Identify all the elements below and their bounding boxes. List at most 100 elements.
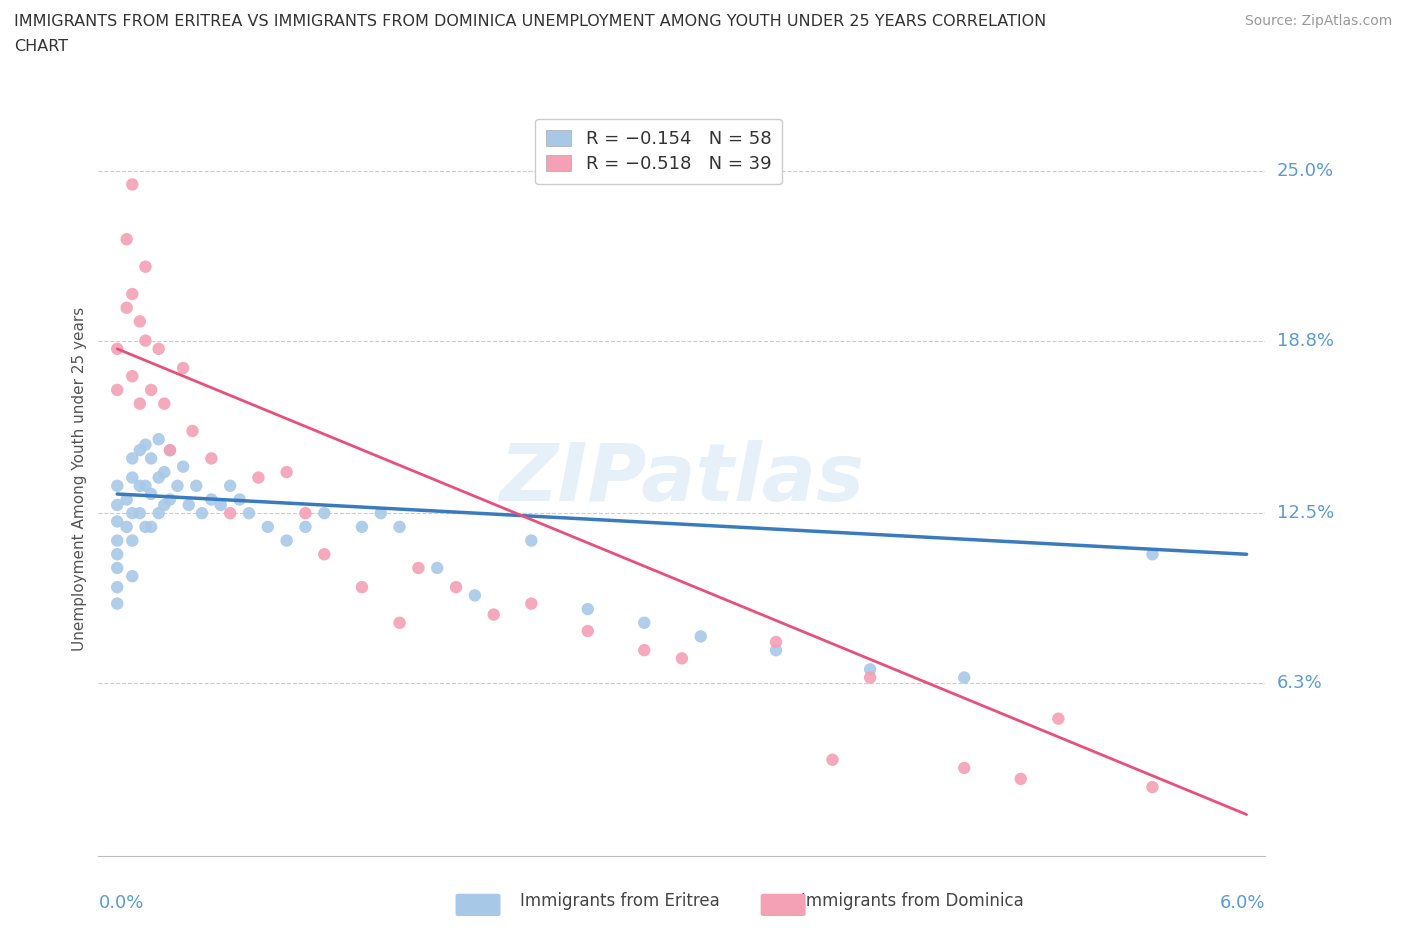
Point (350, 579, 373, 594)
Point (139, 382, 162, 397)
Point (105, 561, 128, 576)
Point (159, 443, 181, 458)
Point (388, 616, 411, 631)
Point (689, 629, 711, 644)
Point (121, 369, 143, 384)
Point (134, 333, 156, 348)
Point (238, 506, 260, 521)
Point (153, 396, 176, 411)
Point (105, 341, 128, 356)
Text: 18.8%: 18.8% (1277, 332, 1333, 350)
Point (105, 547, 128, 562)
Point (172, 459, 194, 474)
Text: 6.3%: 6.3% (1277, 674, 1322, 692)
Point (765, 643, 787, 658)
Point (186, 478, 208, 493)
Point (444, 579, 467, 594)
Point (209, 498, 232, 512)
Point (426, 561, 449, 576)
Point (115, 300, 138, 315)
Point (105, 498, 128, 512)
Point (177, 498, 200, 512)
Point (314, 506, 336, 521)
Point (219, 506, 242, 521)
Point (482, 607, 505, 622)
Point (520, 596, 543, 611)
Legend: R = −0.154   N = 58, R = −0.518   N = 39: R = −0.154 N = 58, R = −0.518 N = 39 (536, 119, 782, 184)
Text: 0.0%: 0.0% (98, 895, 143, 912)
Text: ZIPatlas: ZIPatlas (499, 440, 865, 518)
Point (228, 492, 250, 507)
Point (276, 533, 298, 548)
Point (464, 588, 486, 603)
Point (105, 514, 128, 529)
Point (105, 579, 128, 594)
Point (159, 492, 181, 507)
Point (200, 451, 222, 466)
Point (148, 506, 170, 521)
Y-axis label: Unemployment Among Youth under 25 years: Unemployment Among Youth under 25 years (72, 307, 87, 651)
Point (128, 314, 150, 329)
Point (671, 651, 693, 666)
Point (121, 569, 143, 584)
Point (121, 506, 143, 521)
Point (859, 662, 882, 677)
Text: Immigrants from Dominica: Immigrants from Dominica (801, 892, 1024, 910)
Point (128, 443, 150, 458)
Point (153, 498, 176, 512)
Point (953, 671, 976, 685)
Point (153, 465, 176, 480)
Point (159, 443, 181, 458)
Text: 25.0%: 25.0% (1277, 162, 1334, 179)
Point (166, 478, 188, 493)
Point (1142, 547, 1164, 562)
Point (247, 471, 270, 485)
Text: CHART: CHART (14, 39, 67, 54)
Point (1047, 711, 1070, 726)
Text: IMMIGRANTS FROM ERITREA VS IMMIGRANTS FROM DOMINICA UNEMPLOYMENT AMONG YOUTH UND: IMMIGRANTS FROM ERITREA VS IMMIGRANTS FR… (14, 14, 1046, 29)
Point (121, 533, 143, 548)
Point (314, 547, 336, 562)
Point (148, 471, 170, 485)
Point (200, 492, 222, 507)
Point (191, 506, 214, 521)
Point (172, 361, 194, 376)
Point (350, 520, 373, 535)
Point (576, 602, 599, 617)
Point (128, 396, 150, 411)
Point (139, 486, 162, 501)
Point (388, 520, 411, 535)
Point (256, 520, 278, 535)
Text: 12.5%: 12.5% (1277, 504, 1334, 522)
Point (115, 232, 138, 246)
Point (115, 492, 138, 507)
Point (408, 561, 430, 576)
Point (294, 506, 316, 521)
Text: 6.0%: 6.0% (1220, 895, 1265, 912)
Point (219, 478, 242, 493)
Point (105, 533, 128, 548)
Point (765, 634, 787, 649)
Point (859, 671, 882, 685)
Point (121, 286, 143, 301)
Point (953, 761, 976, 776)
Text: Source: ZipAtlas.com: Source: ZipAtlas.com (1244, 14, 1392, 28)
Point (134, 437, 156, 452)
Point (134, 259, 156, 274)
Point (148, 341, 170, 356)
Point (121, 451, 143, 466)
Point (128, 478, 150, 493)
Point (105, 596, 128, 611)
Point (370, 506, 392, 521)
Point (134, 520, 156, 535)
Point (105, 382, 128, 397)
Point (139, 520, 162, 535)
Point (1142, 779, 1164, 794)
Point (134, 478, 156, 493)
Point (294, 520, 316, 535)
Point (276, 465, 298, 480)
Point (105, 478, 128, 493)
Point (148, 432, 170, 446)
Point (576, 623, 599, 638)
Point (520, 533, 543, 548)
